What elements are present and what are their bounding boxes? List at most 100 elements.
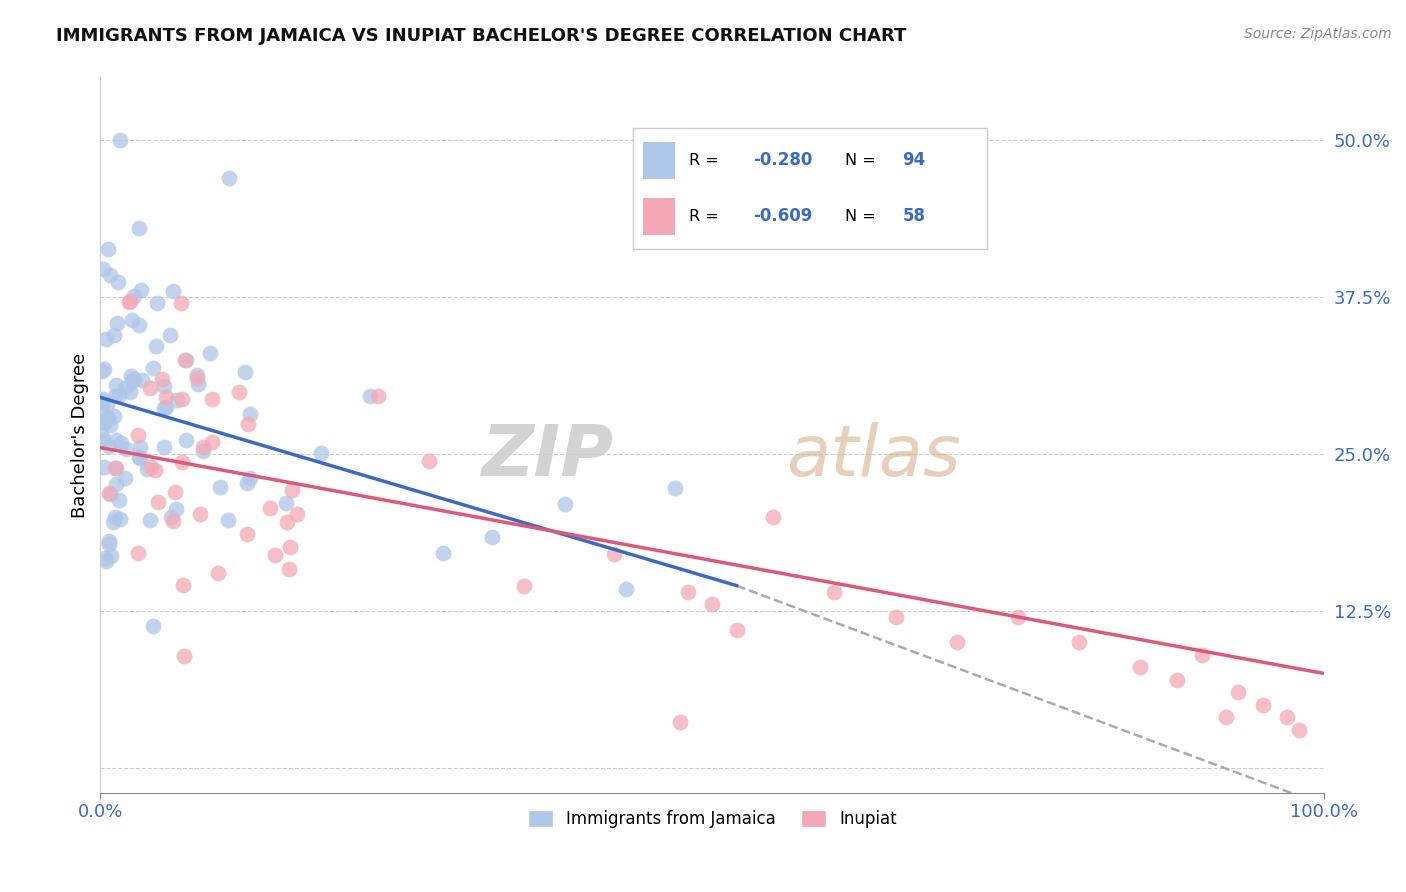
Point [198,346,221,360]
Point [94,551,117,566]
Point [131,373,153,387]
Point [98,439,121,453]
Text: ZIP: ZIP [482,422,614,491]
Point [170,455,193,469]
Point [264,548,287,562]
Point [603,547,626,561]
Point [145,339,167,353]
Point [155,390,177,404]
Point [236,417,259,431]
Point [101,515,124,529]
Point [91,415,114,429]
Point [118,384,141,399]
Point [135,462,157,476]
Point [100,549,122,564]
Point [173,649,195,664]
Point [163,485,186,500]
Point [153,440,176,454]
Point [91,392,114,407]
Point [186,371,208,385]
Point [103,461,125,475]
Point [276,515,298,529]
Point [97,242,120,256]
Point [762,509,785,524]
Point [481,530,503,544]
Point [128,221,150,235]
Point [188,508,211,522]
Point [115,442,138,457]
Point [118,294,141,309]
Point [236,475,259,490]
Point [513,580,536,594]
Point [239,471,262,485]
Point [162,514,184,528]
Point [150,371,173,385]
Point [97,411,120,425]
Point [174,353,197,368]
Point [155,401,177,415]
Point [104,509,127,524]
Point [174,433,197,447]
Point [159,328,181,343]
Point [128,440,150,454]
Point [105,433,128,447]
Point [165,502,187,516]
Point [274,496,297,510]
Point [98,487,121,501]
Point [93,460,115,475]
Point [98,268,121,282]
Point [128,450,150,465]
Point [98,486,121,500]
Point [946,635,969,649]
Point [616,582,638,597]
Point [187,376,209,391]
Point [1129,660,1152,674]
Point [309,446,332,460]
Point [128,318,150,332]
Point [129,450,152,465]
Point [122,372,145,386]
Point [1069,635,1091,649]
Point [207,566,229,581]
Point [97,533,120,548]
Point [172,578,194,592]
Point [143,463,166,477]
Point [146,495,169,509]
Point [91,364,114,378]
Point [191,444,214,458]
Point [418,454,440,468]
Point [93,416,115,430]
Point [108,493,131,508]
Y-axis label: Bachelor's Degree: Bachelor's Degree [72,352,89,517]
Point [367,389,389,403]
Point [122,289,145,303]
Point [217,513,239,527]
Point [170,296,193,310]
Point [120,368,142,383]
Point [114,382,136,396]
Point [104,389,127,403]
Point [129,283,152,297]
Point [170,392,193,406]
Point [142,619,165,633]
Point [97,411,120,425]
Point [141,459,163,474]
Point [90,401,112,415]
Point [127,428,149,442]
Point [1251,698,1274,712]
Point [108,388,131,402]
Point [1277,710,1299,724]
Point [725,623,748,637]
Point [235,527,257,541]
Point [277,562,299,576]
Point [90,393,112,408]
Point [201,392,224,406]
Point [884,610,907,624]
Point [1288,723,1310,737]
Point [152,379,174,393]
Point [91,434,114,448]
Point [105,461,128,475]
Point [278,540,301,554]
Point [105,316,128,330]
Point [121,313,143,327]
